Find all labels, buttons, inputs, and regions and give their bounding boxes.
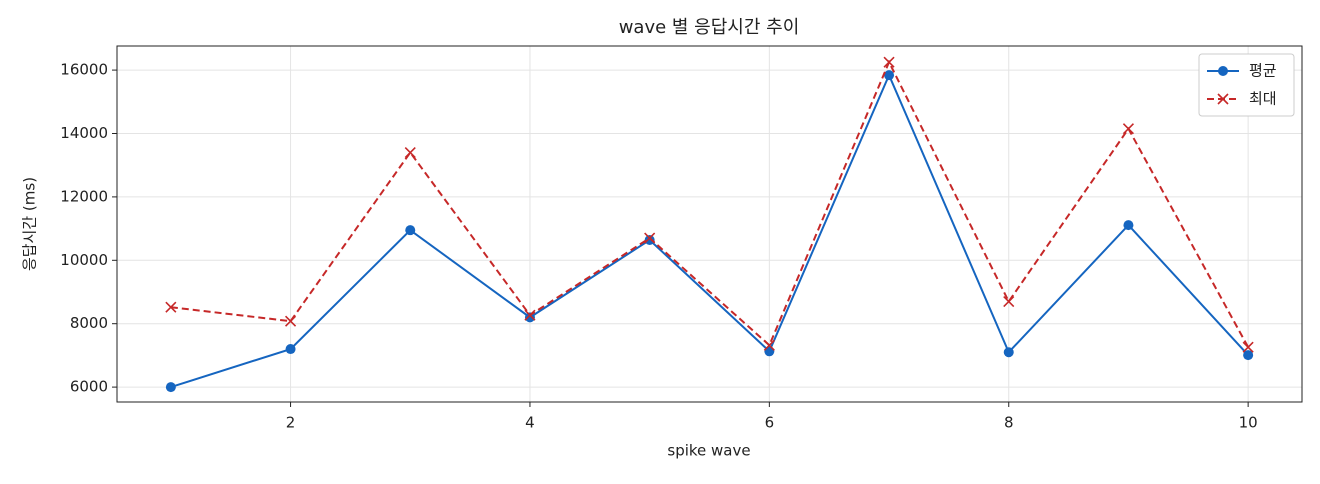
marker [285, 344, 296, 355]
marker [1122, 123, 1135, 135]
y-tick-label: 8000 [70, 314, 108, 332]
x-tick-label: 6 [765, 414, 775, 432]
marker [1123, 220, 1134, 231]
x-axis-label: spike wave [667, 442, 750, 460]
y-tick-label: 6000 [70, 378, 108, 396]
y-tick-label: 14000 [60, 124, 108, 142]
marker [644, 235, 655, 246]
legend-label: 평균 [1249, 62, 1277, 80]
x-tick-label: 10 [1239, 414, 1258, 432]
marker [1243, 350, 1254, 361]
y-tick-label: 16000 [60, 61, 108, 79]
marker [883, 56, 895, 68]
marker [1242, 341, 1254, 353]
x-tick-label: 8 [1004, 414, 1014, 432]
legend-marker [1217, 93, 1229, 105]
marker [284, 315, 297, 327]
marker [644, 232, 656, 244]
plot-frame [116, 45, 1303, 403]
legend-marker [1218, 66, 1228, 76]
marker [405, 225, 416, 236]
marker [524, 309, 536, 321]
legend-label: 최대 [1249, 90, 1277, 108]
marker [524, 312, 535, 323]
series-line [170, 59, 1250, 348]
y-axis-label: 응답시간 (ms) [21, 177, 39, 271]
y-tick-label: 10000 [60, 251, 108, 269]
marker [404, 146, 416, 159]
marker [1003, 347, 1014, 358]
x-tick-label: 2 [286, 414, 296, 432]
legend-box [1198, 53, 1295, 117]
chart-title: wave 별 응답시간 추이 [619, 17, 800, 38]
x-tick-label: 4 [525, 414, 535, 432]
marker [763, 339, 775, 351]
y-tick-label: 12000 [60, 187, 108, 205]
marker [165, 382, 176, 393]
series-line [170, 72, 1249, 389]
marker [165, 301, 177, 313]
marker [1003, 295, 1015, 308]
marker [884, 70, 895, 81]
